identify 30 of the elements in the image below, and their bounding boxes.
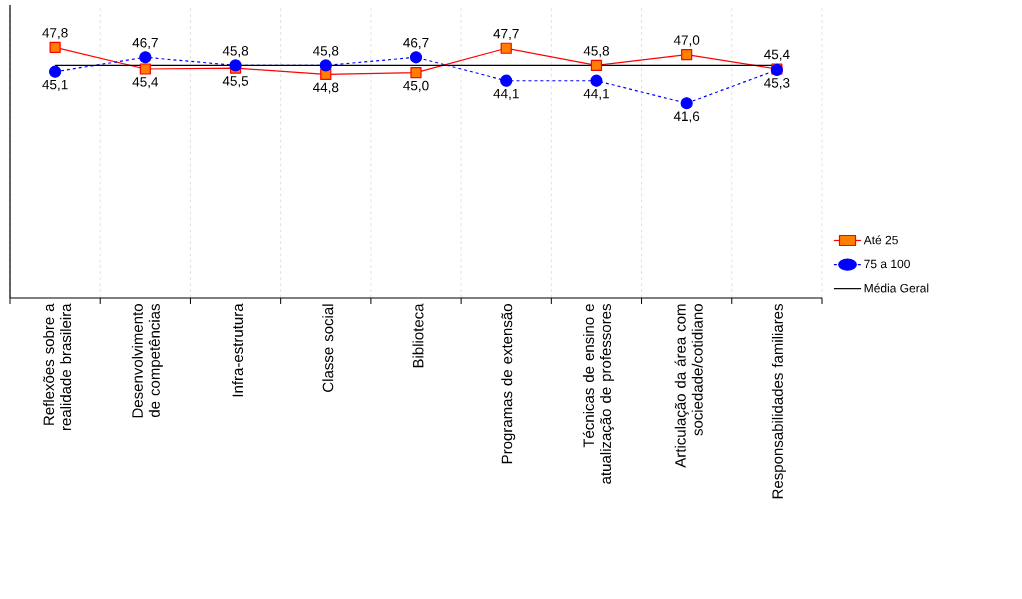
data-label: 44,1 [583, 88, 609, 100]
x-tick-label: Classe social [322, 304, 334, 392]
x-tick-label: Articulação da área com sociedade/cotidiano [674, 304, 703, 468]
data-label: 45,0 [403, 80, 429, 92]
x-tick-label: Técnicas de ensino e atualização de professores [582, 304, 615, 484]
data-label: 45,4 [132, 77, 159, 89]
data-label: 47,7 [493, 29, 519, 41]
legend-label: Média Geral [864, 283, 929, 293]
x-tick-label: Desenvolvimento de competências [131, 304, 163, 418]
data-label: 45,3 [764, 78, 790, 90]
data-label: 47,8 [42, 28, 68, 40]
legend-label: 75 a 100 [864, 259, 910, 269]
data-label: 45,8 [312, 46, 339, 58]
data-label: 44,8 [312, 82, 339, 94]
legend-label: Até 25 [863, 235, 898, 245]
x-tick-label: Responsabilidades familiares [771, 304, 786, 499]
data-label: 46,7 [132, 37, 158, 50]
data-label: 45,1 [42, 79, 68, 91]
x-tick-label: Infra-estrutura [232, 303, 244, 397]
data-label: 47,0 [673, 35, 700, 47]
data-label: 46,7 [403, 37, 429, 50]
x-tick-label: Biblioteca [412, 303, 424, 368]
data-label: 45,8 [583, 46, 609, 58]
data-label: 44,1 [493, 88, 519, 100]
data-label: 41,6 [673, 111, 700, 123]
data-label: 45,4 [764, 49, 790, 61]
data-label: 45,5 [222, 76, 249, 88]
data-label: 45,8 [222, 46, 249, 58]
x-tick-label: Programas de extensão [501, 304, 516, 464]
x-tick-label: Reflexões sobre a realidade brasileira [43, 303, 72, 431]
